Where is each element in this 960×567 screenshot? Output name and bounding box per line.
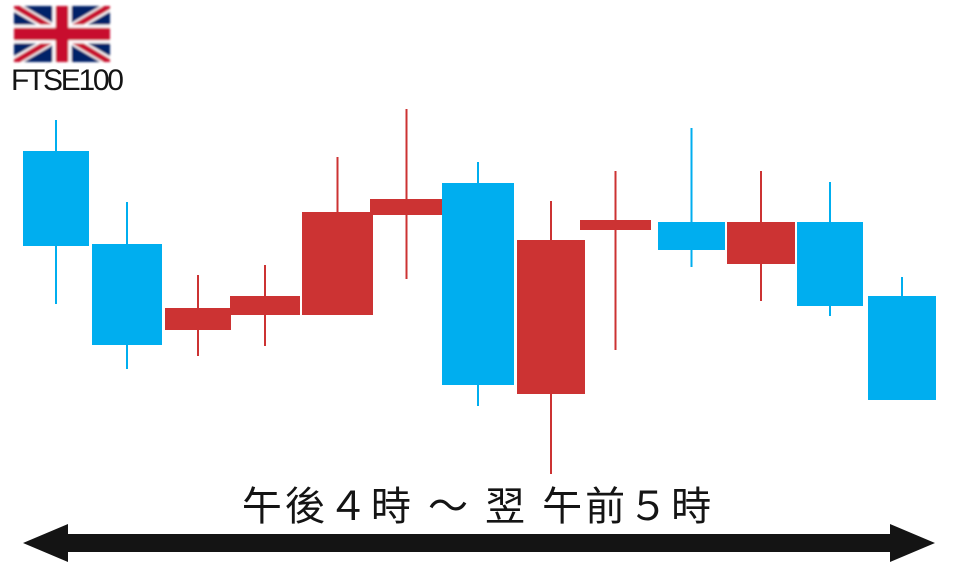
svg-text:午後４時 〜 翌 午前５時: 午後４時 〜 翌 午前５時: [242, 485, 714, 529]
svg-text:FTSE100: FTSE100: [11, 64, 123, 97]
